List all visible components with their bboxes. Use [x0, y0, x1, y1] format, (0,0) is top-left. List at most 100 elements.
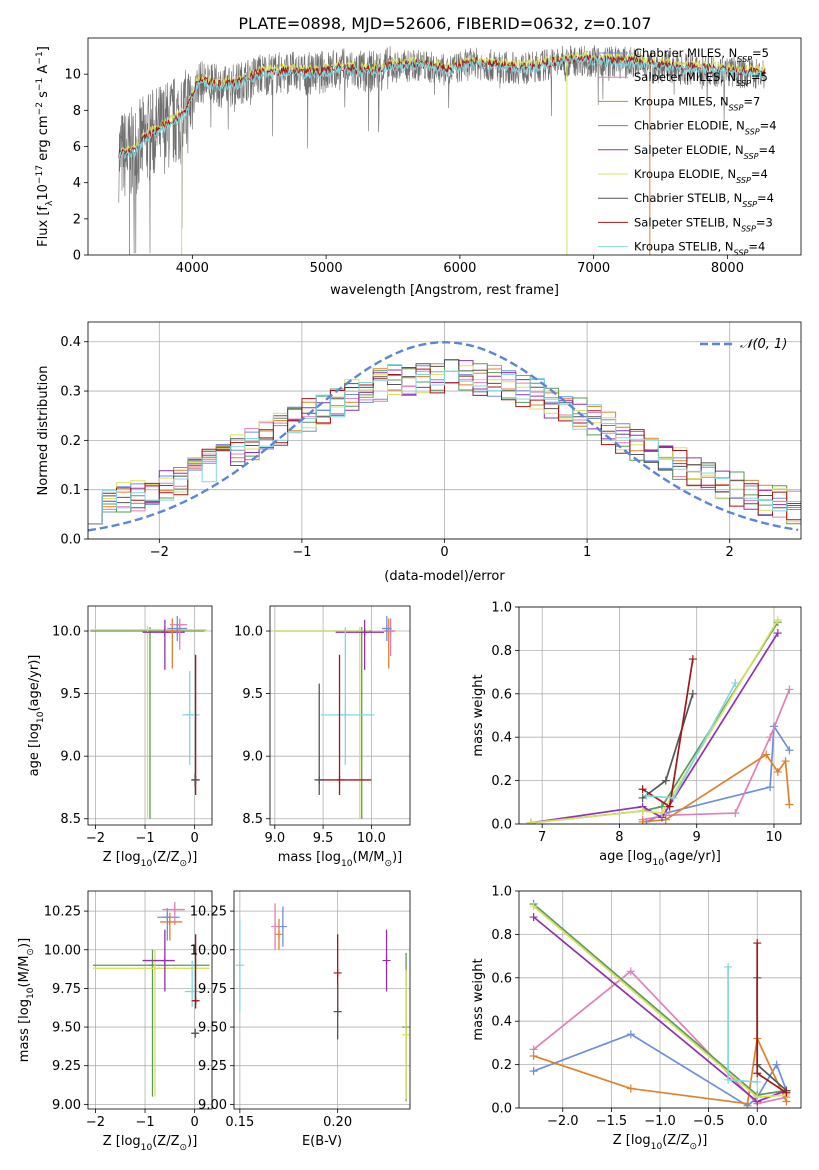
residuals-legend-label: 𝒩(0, 1) — [740, 337, 787, 352]
mass_ebv-point-0 — [235, 961, 244, 970]
age_mass-xtick-label-0: 9.0 — [264, 831, 285, 846]
mass_ebv-ytick-label-5: 10.25 — [190, 905, 227, 920]
weight_age-marker-8-1 — [669, 793, 678, 802]
mass_ebv-point-5 — [333, 1007, 342, 1016]
weight_age-xtick-label-3: 10 — [766, 830, 783, 845]
spectrum-ytick-label-5: 10 — [64, 68, 81, 83]
mass_ebv-point-4 — [333, 968, 342, 977]
spectrum-model-line — [118, 50, 766, 156]
spectrum-legend-label-8: Kroupa STELIB, NSSP=4 — [634, 240, 765, 258]
mass_ebv-point-8 — [402, 1030, 410, 1039]
weight_age-marker-6-2 — [688, 689, 697, 698]
weight_age-ytick-label-1: 0.2 — [491, 774, 512, 789]
spectrum-legend-label-0: Chabrier MILES, NSSP=5 — [634, 46, 769, 64]
weight_z-xtick-label-4: 0.0 — [747, 1114, 768, 1129]
weight_z-marker-1-1 — [626, 967, 635, 976]
residuals-ytick-label-1: 0.1 — [60, 483, 81, 498]
weight_z-ytick-label-0: 0.0 — [491, 1102, 512, 1117]
weight_age-marker-8-0 — [642, 791, 651, 800]
residuals-hist-8 — [88, 364, 801, 525]
weight_z-marker-5-1 — [753, 1093, 762, 1102]
residuals-xtick-label-0: −2 — [150, 545, 169, 560]
weight_z-marker-0-0 — [529, 1067, 538, 1076]
weight_z-marker-7-2 — [782, 1088, 791, 1097]
spectrum-axes: 4000 5000 6000 7000 8000 0 2 4 6 8 10 wavelength [A… — [35, 37, 802, 298]
mass_z-ytick-label-1: 9.25 — [52, 1059, 81, 1074]
mass_z-ylabel: mass [log10(M/M⊙)] — [17, 938, 36, 1062]
mass_z-ytick-label-4: 10.00 — [44, 943, 81, 958]
spectrum-xtick-label-4: 8000 — [711, 261, 744, 276]
weight_z-marker-0-4 — [772, 1060, 781, 1069]
spectrum-xtick-label-2: 6000 — [443, 261, 476, 276]
weight_age-marker-7-2 — [688, 655, 697, 664]
mass_ebv-ytick-label-2: 9.50 — [198, 1021, 227, 1036]
weight_age-ytick-label-2: 0.4 — [491, 731, 512, 746]
mass_ebv-frame — [233, 890, 411, 1110]
age_z-plot — [90, 616, 208, 819]
age_mass-point-4 — [335, 775, 344, 784]
spectrum-legend-label-7: Salpeter STELIB, NSSP=3 — [634, 215, 773, 233]
mass_ebv-plot — [235, 903, 410, 1102]
weight_age-xlabel: age [log10(age/yr)] — [599, 849, 721, 868]
residuals-plot — [88, 340, 801, 532]
mass_z-axes: −2 −1 0 9.00 9.25 9.50 9.75 10.00 10.25 Z [log10(… — [17, 890, 213, 1153]
spectrum-legend-label-1: Salpeter MILES, NSSP=5 — [634, 70, 768, 88]
weight_age-marker-0-4 — [785, 746, 794, 755]
spectrum-xlabel: wavelength [Angstrom, rest frame] — [330, 283, 559, 298]
weight_age-marker-6-1 — [661, 776, 670, 785]
mass_ebv-point-2 — [274, 930, 283, 939]
weight_z-ytick-label-5: 1.0 — [491, 885, 512, 900]
mass_z-point-6 — [188, 987, 197, 996]
residuals-xtick-label-4: 2 — [726, 545, 734, 560]
residuals-ytick-label-4: 0.4 — [60, 335, 81, 350]
mass_ebv-xlabel: E(B-V) — [302, 1134, 342, 1149]
age_mass-ytick-label-2: 9.5 — [242, 687, 263, 702]
spectrum-ylabel: Flux [fλ10−17 erg cm−2 s−1 A−1] — [35, 46, 55, 247]
age_z-xtick-label-0: −2 — [86, 831, 105, 846]
weight_z-series-0 — [533, 1033, 788, 1107]
residuals-hist-6 — [88, 359, 801, 525]
age_z-ytick-label-1: 9.0 — [60, 750, 81, 765]
spectrum-legend-label-3: Chabrier ELODIE, NSSP=4 — [634, 119, 777, 137]
weight_z-plot — [529, 900, 791, 1108]
weight_age-marker-2-4 — [781, 757, 790, 766]
spectrum-ytick-label-0: 0 — [73, 249, 81, 264]
weight_age-marker-8-2 — [731, 678, 740, 687]
age_z-axes: −2 −1 0 8.5 9.0 9.5 10.0 Z [log10(Z/Z⊙)] age [lo… — [27, 605, 213, 869]
age_mass-point-1 — [355, 627, 364, 636]
spectrum-legend-label-4: Salpeter ELODIE, NSSP=4 — [634, 143, 775, 161]
spectrum-model-line — [118, 56, 766, 162]
weight_z-ytick-label-1: 0.2 — [491, 1058, 512, 1073]
mass_ebv-point-3 — [278, 922, 287, 931]
weight_z-ytick-label-3: 0.6 — [491, 971, 512, 986]
residuals-xlabel: (data-model)/error — [384, 569, 505, 584]
spectrum-ytick-label-2: 4 — [73, 176, 81, 191]
mass_z-point-5 — [165, 917, 174, 926]
age_mass-xtick-label-2: 10.0 — [357, 831, 386, 846]
weight_age-ytick-label-4: 0.8 — [491, 644, 512, 659]
mass_ebv-point-6 — [382, 956, 391, 965]
weight_age-marker-4-3 — [773, 629, 782, 638]
mass_ebv-point-1 — [271, 922, 280, 931]
age_mass-frame — [269, 605, 411, 826]
weight_age-marker-7-1 — [665, 802, 674, 811]
age_z-xlabel: Z [log10(Z/Z⊙)] — [103, 850, 198, 869]
mass_ebv-ytick-label-0: 9.00 — [198, 1098, 227, 1113]
age_z-ytick-label-2: 9.5 — [60, 687, 81, 702]
mass_z-ytick-label-2: 9.50 — [52, 1021, 81, 1036]
age_z-ylabel: age [log10(age/yr)] — [27, 655, 46, 777]
residuals-hist-7 — [88, 367, 801, 525]
age_mass-plot — [272, 616, 396, 819]
age_mass-point-5 — [315, 775, 324, 784]
weight_z-marker-0-1 — [626, 1030, 635, 1039]
weight_age-xtick-label-2: 9 — [693, 830, 701, 845]
age_mass-point-3 — [341, 710, 350, 719]
weight_z-marker-2-1 — [626, 1084, 635, 1093]
weight_z-marker-8-1 — [724, 1075, 733, 1084]
weight_z-axes: −2.0 −1.5 −1.0 −0.5 0.0 0.0 0.2 0.4 0.6 0.8 1.0 Z [… — [471, 885, 802, 1152]
mass_z-xtick-label-1: −1 — [135, 1115, 154, 1130]
mass_z-xtick-label-0: −2 — [86, 1115, 105, 1130]
age_mass-xtick-label-1: 9.5 — [313, 831, 334, 846]
residuals-ylabel: Normed distribution — [36, 366, 51, 496]
